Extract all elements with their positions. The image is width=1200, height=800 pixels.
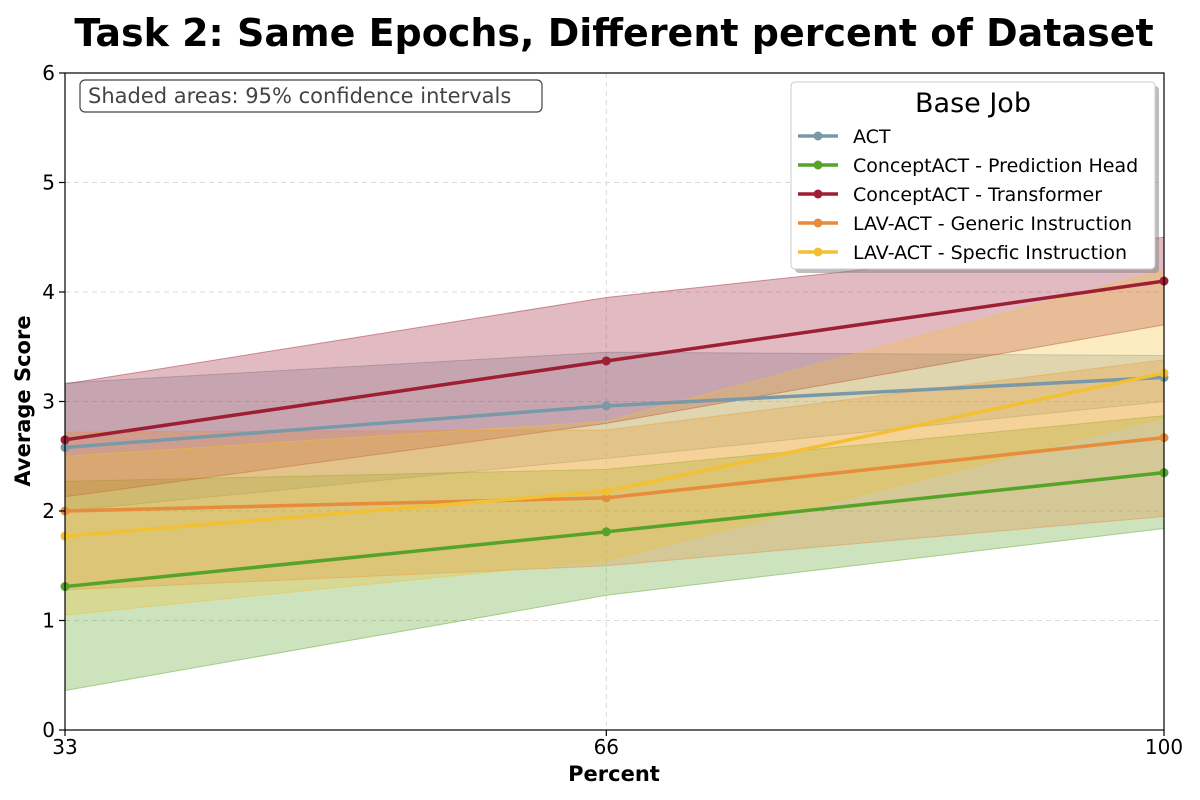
y-tick-label: 1 [42, 609, 55, 633]
axis-ticks: 33 66 100 0 1 2 3 4 5 6 [42, 61, 1183, 759]
legend-label: ACT [853, 126, 891, 148]
legend-marker [813, 247, 823, 257]
confidence-note-text: Shaded areas: 95% confidence intervals [88, 84, 511, 108]
legend-item-lav-act-generic-instruction: LAV-ACT - Generic Instruction [798, 213, 1132, 235]
x-tick-label: 100 [1145, 735, 1183, 759]
legend-label: LAV-ACT - Specfic Instruction [853, 242, 1127, 264]
legend-marker [813, 131, 823, 141]
legend-marker [813, 189, 823, 199]
data-point-lav-act-specfic-instruction [601, 486, 611, 496]
legend-item-lav-act-specfic-instruction: LAV-ACT - Specfic Instruction [798, 242, 1127, 264]
legend-label: LAV-ACT - Generic Instruction [853, 213, 1132, 235]
data-point-act [601, 401, 611, 411]
legend-item-act: ACT [798, 126, 891, 148]
confidence-note: Shaded areas: 95% confidence intervals [79, 79, 543, 113]
legend-item-conceptact-transformer: ConceptACT - Transformer [798, 184, 1102, 206]
x-tick-label: 33 [52, 735, 77, 759]
legend: Base Job ACT ConceptACT - Prediction Head… [790, 81, 1159, 273]
x-tick-label: 66 [594, 735, 619, 759]
legend-title: Base Job [915, 88, 1031, 119]
chart-title: Task 2: Same Epochs, Different percent o… [74, 11, 1153, 55]
data-point-lav-act-generic-instruction [601, 493, 611, 503]
legend-label: ConceptACT - Prediction Head [853, 155, 1138, 177]
legend-marker [813, 160, 823, 170]
x-axis-label: Percent [568, 762, 660, 786]
legend-item-conceptact-prediction-head: ConceptACT - Prediction Head [798, 155, 1138, 177]
y-axis-label: Average Score [11, 315, 35, 486]
legend-items: ACT ConceptACT - Prediction Head ConceptAC… [798, 126, 1138, 264]
y-tick-label: 0 [42, 718, 55, 742]
y-tick-label: 4 [42, 280, 55, 304]
y-tick-label: 5 [42, 171, 55, 195]
series-lines [60, 276, 1169, 592]
confidence-note-box [79, 79, 543, 113]
legend-marker [813, 218, 823, 228]
data-point-conceptact-prediction-head [601, 527, 611, 537]
data-point-conceptact-transformer [601, 356, 611, 366]
legend-label: ConceptACT - Transformer [853, 184, 1102, 206]
y-tick-label: 2 [42, 499, 55, 523]
y-tick-label: 3 [42, 390, 55, 414]
y-tick-label: 6 [42, 61, 55, 85]
legend-box [790, 81, 1156, 270]
confidence-bands [64, 236, 1165, 692]
